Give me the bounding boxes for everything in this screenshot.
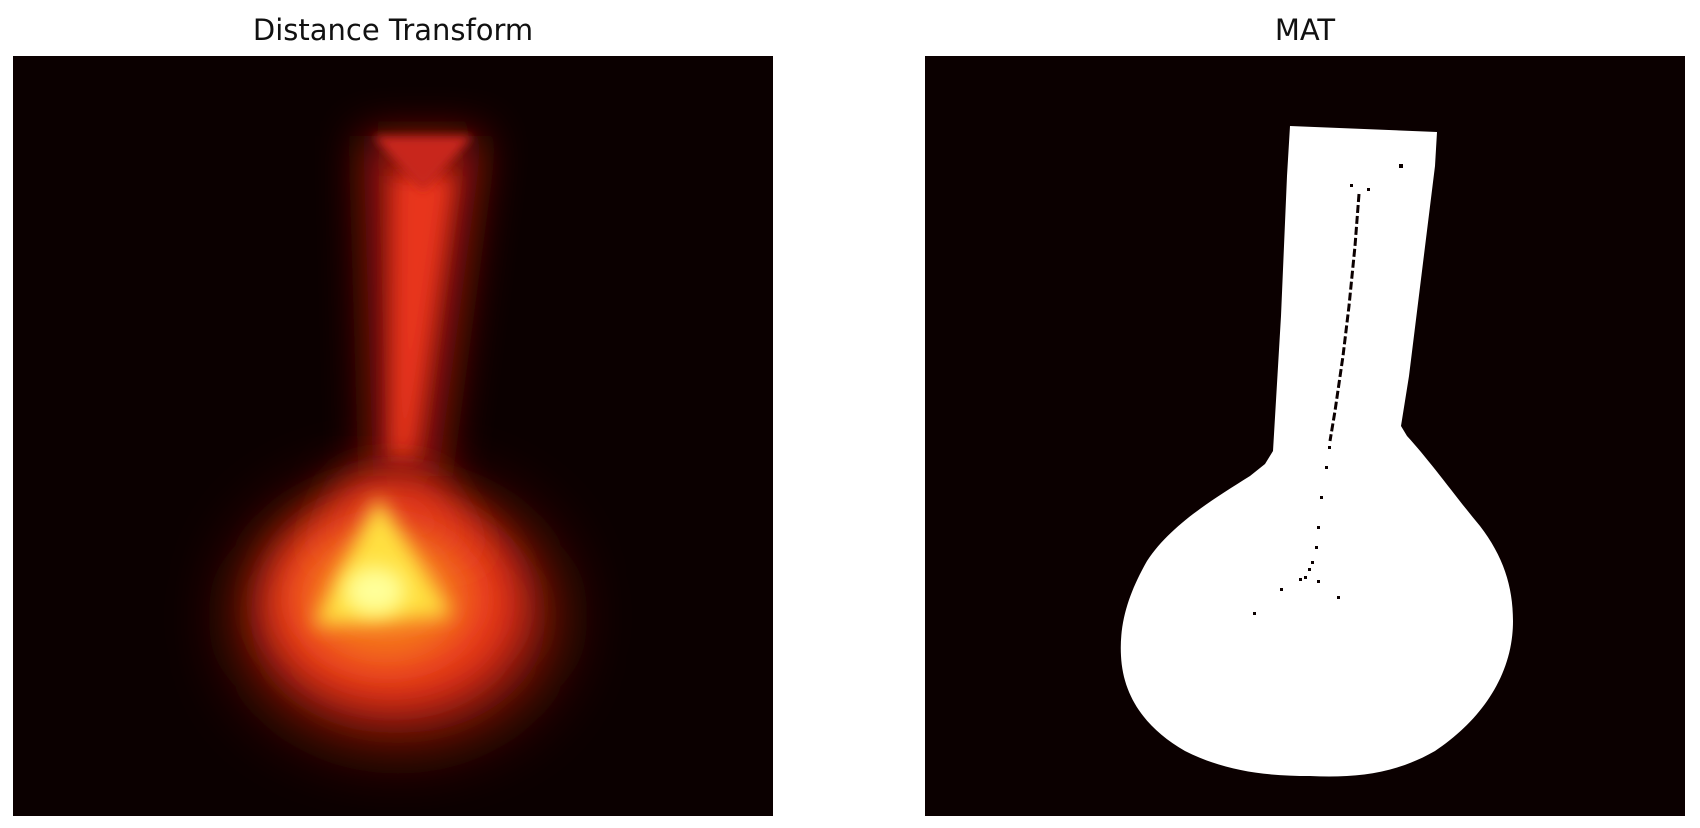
heatmap-neck-ridge — [391, 176, 453, 456]
mat-skeleton-neck — [1328, 193, 1361, 442]
heatmap-neck-top — [373, 136, 473, 191]
heatmap-peak — [345, 567, 405, 615]
distance-transform-image — [13, 56, 773, 816]
distance-transform-title: Distance Transform — [252, 13, 534, 47]
mat-image — [925, 56, 1685, 816]
mat-skeleton-dots — [1253, 164, 1403, 615]
mat-title: MAT — [1274, 13, 1336, 47]
mat-flask-shape — [1120, 126, 1513, 777]
distance-transform-heatmap — [13, 56, 773, 816]
mat-silhouette — [925, 56, 1685, 816]
